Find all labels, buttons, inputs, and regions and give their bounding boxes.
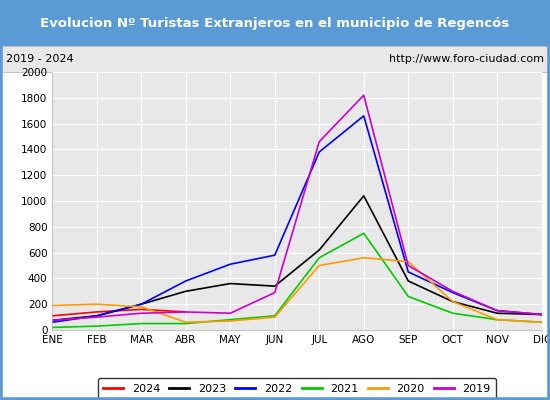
Text: 2019 - 2024: 2019 - 2024 <box>6 54 73 64</box>
Text: Evolucion Nº Turistas Extranjeros en el municipio de Regencós: Evolucion Nº Turistas Extranjeros en el … <box>40 16 510 30</box>
Text: http://www.foro-ciudad.com: http://www.foro-ciudad.com <box>389 54 544 64</box>
Legend: 2024, 2023, 2022, 2021, 2020, 2019: 2024, 2023, 2022, 2021, 2020, 2019 <box>98 378 496 399</box>
